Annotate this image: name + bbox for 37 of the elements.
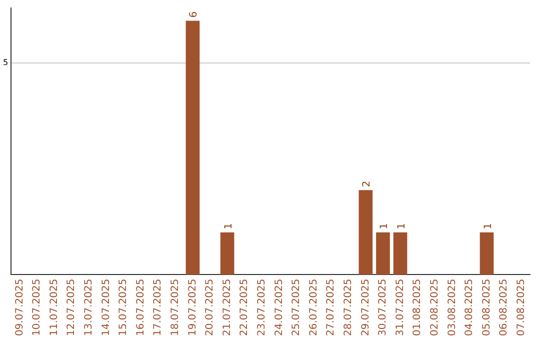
x-tick-label: 22.07.2025	[239, 278, 250, 336]
x-tick-label: 26.07.2025	[308, 278, 320, 336]
x-tick-label: 23.07.2025	[256, 278, 268, 336]
data-label: 1	[482, 223, 494, 230]
x-tick-label: 06.08.2025	[498, 278, 510, 336]
x-tick-label: 05.08.2025	[481, 278, 492, 336]
x-tick-label: 02.08.2025	[429, 278, 440, 336]
x-tick-label: 03.08.2025	[446, 278, 458, 336]
x-tick-label: 25.07.2025	[291, 278, 302, 336]
x-tick-label: 13.07.2025	[84, 278, 95, 336]
x-tick-label: 20.07.2025	[204, 278, 216, 336]
x-tick-label: 04.08.2025	[464, 278, 476, 336]
x-tick-label: 29.07.2025	[360, 278, 372, 336]
y-tick-label: 5	[2, 58, 8, 68]
x-tick-label: 07.08.2025	[516, 278, 527, 336]
data-label: 1	[378, 223, 390, 230]
data-label: 6	[188, 11, 200, 18]
x-tick-label: 09.07.2025	[14, 278, 26, 336]
x-tick-label: 27.07.2025	[326, 278, 337, 336]
x-tick-label: 10.07.2025	[32, 278, 43, 336]
x-tick-label: 17.07.2025	[152, 278, 164, 336]
x-tick-label: 30.07.2025	[378, 278, 389, 336]
x-tick-label: 31.07.2025	[394, 278, 406, 336]
x-tick-label: 14.07.2025	[100, 278, 112, 336]
x-tick-label: 01.08.2025	[412, 278, 424, 336]
x-tick-label: 11.07.2025	[48, 278, 60, 336]
x-tick-label: 24.07.2025	[274, 278, 285, 336]
x-tick-label: 18.07.2025	[170, 278, 182, 336]
x-tick-label: 21.07.2025	[222, 278, 233, 336]
x-tick-label: 15.07.2025	[118, 278, 130, 336]
x-tick-label: 12.07.2025	[66, 278, 78, 336]
x-tick-label: 19.07.2025	[187, 278, 198, 336]
data-label: 1	[396, 223, 408, 230]
data-label: 1	[223, 223, 234, 230]
data-label: 2	[362, 180, 373, 188]
x-tick-label: 28.07.2025	[342, 278, 354, 336]
x-tick-label: 16.07.2025	[135, 278, 146, 336]
